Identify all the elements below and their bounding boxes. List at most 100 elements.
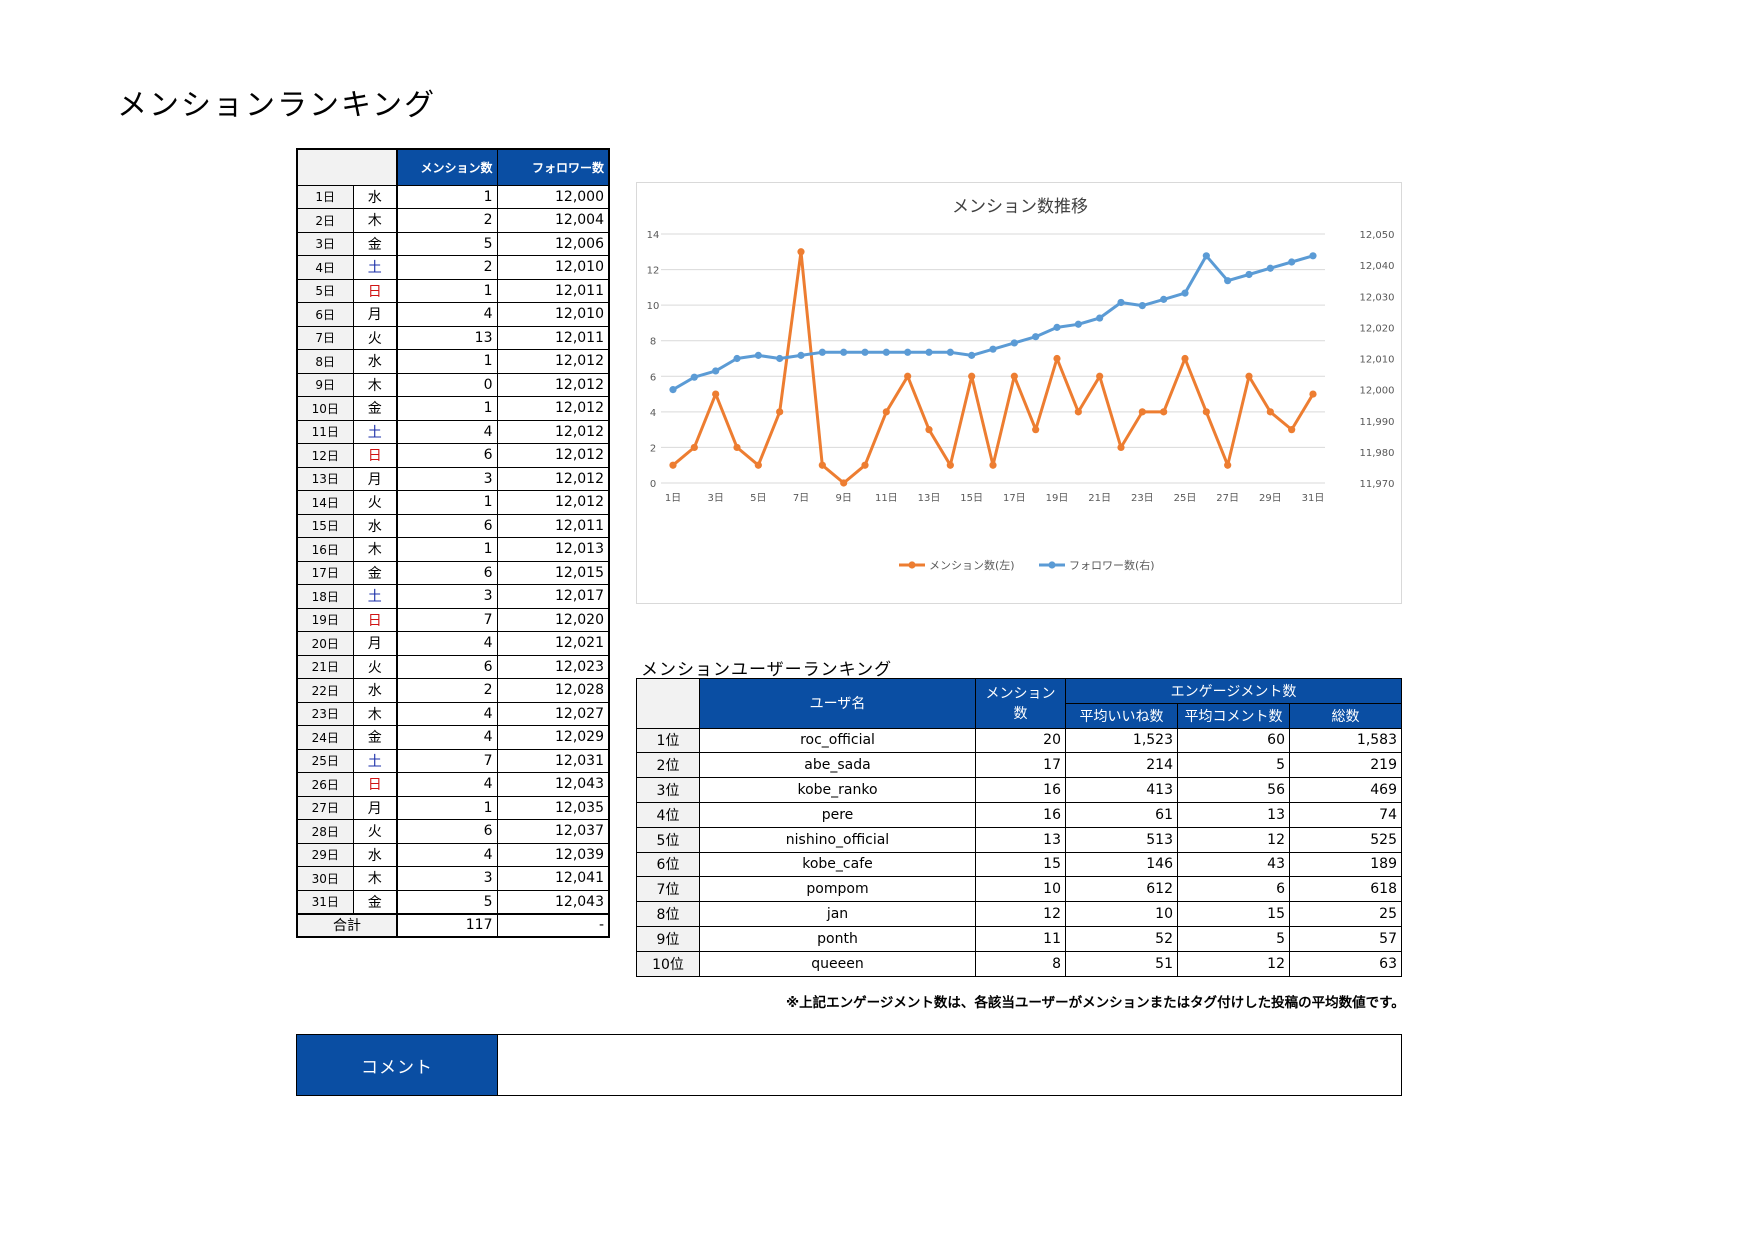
user-cell: ponth xyxy=(699,925,976,952)
rank-cell: 10位 xyxy=(636,950,700,977)
weekday-cell: 土 xyxy=(352,584,398,609)
day-cell: 27日 xyxy=(296,795,354,820)
user-cell: abe_sada xyxy=(699,752,976,779)
weekday-cell: 日 xyxy=(352,443,398,468)
y-left-tick-label: 8 xyxy=(650,337,656,348)
day-cell: 12日 xyxy=(296,443,354,468)
avg-likes-cell: 51 xyxy=(1065,950,1178,977)
daily-mention-table: メンション数 フォロワー数 1日水 1 12,000 2日木 2 12,004 3日金 5 12… xyxy=(296,148,610,938)
data-point xyxy=(1288,426,1296,434)
day-cell: 14日 xyxy=(296,490,354,515)
followers-cell: 12,013 xyxy=(496,537,610,562)
avg-comments-cell: 43 xyxy=(1177,851,1290,878)
day-cell: 30日 xyxy=(296,866,354,891)
day-cell: 1日 xyxy=(296,184,354,209)
table-row: 8日水 1 12,012 xyxy=(296,349,610,374)
table-row: 31日金 5 12,043 xyxy=(296,889,610,914)
mentions-cell: 1 xyxy=(396,184,498,209)
data-point xyxy=(861,461,869,469)
mentions-cell: 3 xyxy=(396,466,498,491)
followers-cell: 12,015 xyxy=(496,560,610,585)
y-left-tick-label: 14 xyxy=(647,230,660,241)
mentions-cell: 1 xyxy=(396,795,498,820)
total-cell: 525 xyxy=(1289,826,1402,853)
data-point xyxy=(1288,258,1296,266)
y-right-tick-label: 11,970 xyxy=(1360,479,1395,490)
weekday-cell: 水 xyxy=(352,842,398,867)
mentions-cell: 4 xyxy=(396,725,498,750)
user-cell: kobe_cafe xyxy=(699,851,976,878)
total-followers: - xyxy=(496,912,610,938)
day-cell: 22日 xyxy=(296,678,354,703)
y-right-tick-label: 12,010 xyxy=(1360,355,1395,366)
data-point xyxy=(1224,277,1232,285)
mentions-cell: 17 xyxy=(975,752,1066,779)
mentions-cell: 11 xyxy=(975,925,1066,952)
table-row: 13日月 3 12,012 xyxy=(296,466,610,491)
followers-cell: 12,004 xyxy=(496,208,610,233)
avg-likes-cell: 612 xyxy=(1065,876,1178,903)
followers-cell: 12,012 xyxy=(496,443,610,468)
total-cell: 189 xyxy=(1289,851,1402,878)
avg-likes-cell: 513 xyxy=(1065,826,1178,853)
table-row: 4日土 2 12,010 xyxy=(296,255,610,280)
mentions-cell: 1 xyxy=(396,349,498,374)
user-cell: queeen xyxy=(699,950,976,977)
total-label: 合計 xyxy=(296,912,398,938)
data-point xyxy=(1138,408,1146,416)
data-point xyxy=(1309,252,1317,260)
ranking-row: 9位 ponth 11 52 5 57 xyxy=(636,925,1402,952)
x-tick-label: 3日 xyxy=(707,493,723,504)
total-mentions: 117 xyxy=(396,912,498,938)
weekday-cell: 土 xyxy=(352,419,398,444)
x-tick-label: 15日 xyxy=(960,493,983,504)
table-row: 9日木 0 12,012 xyxy=(296,372,610,397)
followers-cell: 12,006 xyxy=(496,231,610,256)
followers-cell: 12,039 xyxy=(496,842,610,867)
mentions-cell: 8 xyxy=(975,950,1066,977)
day-cell: 16日 xyxy=(296,537,354,562)
rank-cell: 2位 xyxy=(636,752,700,779)
day-cell: 19日 xyxy=(296,607,354,632)
mentions-cell: 4 xyxy=(396,631,498,656)
data-point xyxy=(1010,339,1018,347)
mentions-cell: 13 xyxy=(396,325,498,350)
day-cell: 23日 xyxy=(296,701,354,726)
rank-cell: 5位 xyxy=(636,826,700,853)
y-right-tick-label: 12,030 xyxy=(1360,292,1395,303)
data-point xyxy=(1117,443,1125,452)
comment-field[interactable] xyxy=(498,1035,1401,1095)
day-cell: 9日 xyxy=(296,372,354,397)
legend-label: フォロワー数(右) xyxy=(1069,558,1155,572)
day-cell: 18日 xyxy=(296,584,354,609)
data-point xyxy=(712,390,720,398)
total-cell: 469 xyxy=(1289,777,1402,803)
table-row: 28日火 6 12,037 xyxy=(296,819,610,844)
avg-likes-cell: 52 xyxy=(1065,925,1178,952)
data-point xyxy=(1181,354,1189,363)
day-cell: 21日 xyxy=(296,654,354,679)
x-tick-label: 21日 xyxy=(1088,493,1111,504)
followers-cell: 12,012 xyxy=(496,490,610,515)
y-right-tick-label: 11,980 xyxy=(1360,448,1395,459)
comment-label: コメント xyxy=(297,1035,498,1095)
legend-swatch-marker xyxy=(1048,561,1056,569)
ranking-row: 3位 kobe_ranko 16 413 56 469 xyxy=(636,777,1402,803)
avg-likes-cell: 10 xyxy=(1065,901,1178,927)
mentions-cell: 6 xyxy=(396,560,498,585)
user-cell: nishino_official xyxy=(699,826,976,853)
rank-cell: 9位 xyxy=(636,925,700,952)
day-cell: 24日 xyxy=(296,725,354,750)
mentions-cell: 6 xyxy=(396,513,498,538)
mentions-cell: 4 xyxy=(396,419,498,444)
x-tick-label: 7日 xyxy=(793,493,809,504)
data-point xyxy=(882,408,890,416)
table-row: 3日金 5 12,006 xyxy=(296,231,610,256)
mentions-cell: 4 xyxy=(396,701,498,726)
user-ranking-table: ユーザ名 メンション数 エンゲージメント数 平均いいね数 平均コメント数 総数 … xyxy=(636,678,1402,977)
data-point xyxy=(1160,295,1168,303)
x-tick-label: 19日 xyxy=(1046,493,1069,504)
table-row: 18日土 3 12,017 xyxy=(296,584,610,609)
table-row: 14日火 1 12,012 xyxy=(296,490,610,515)
data-point xyxy=(1074,408,1082,416)
